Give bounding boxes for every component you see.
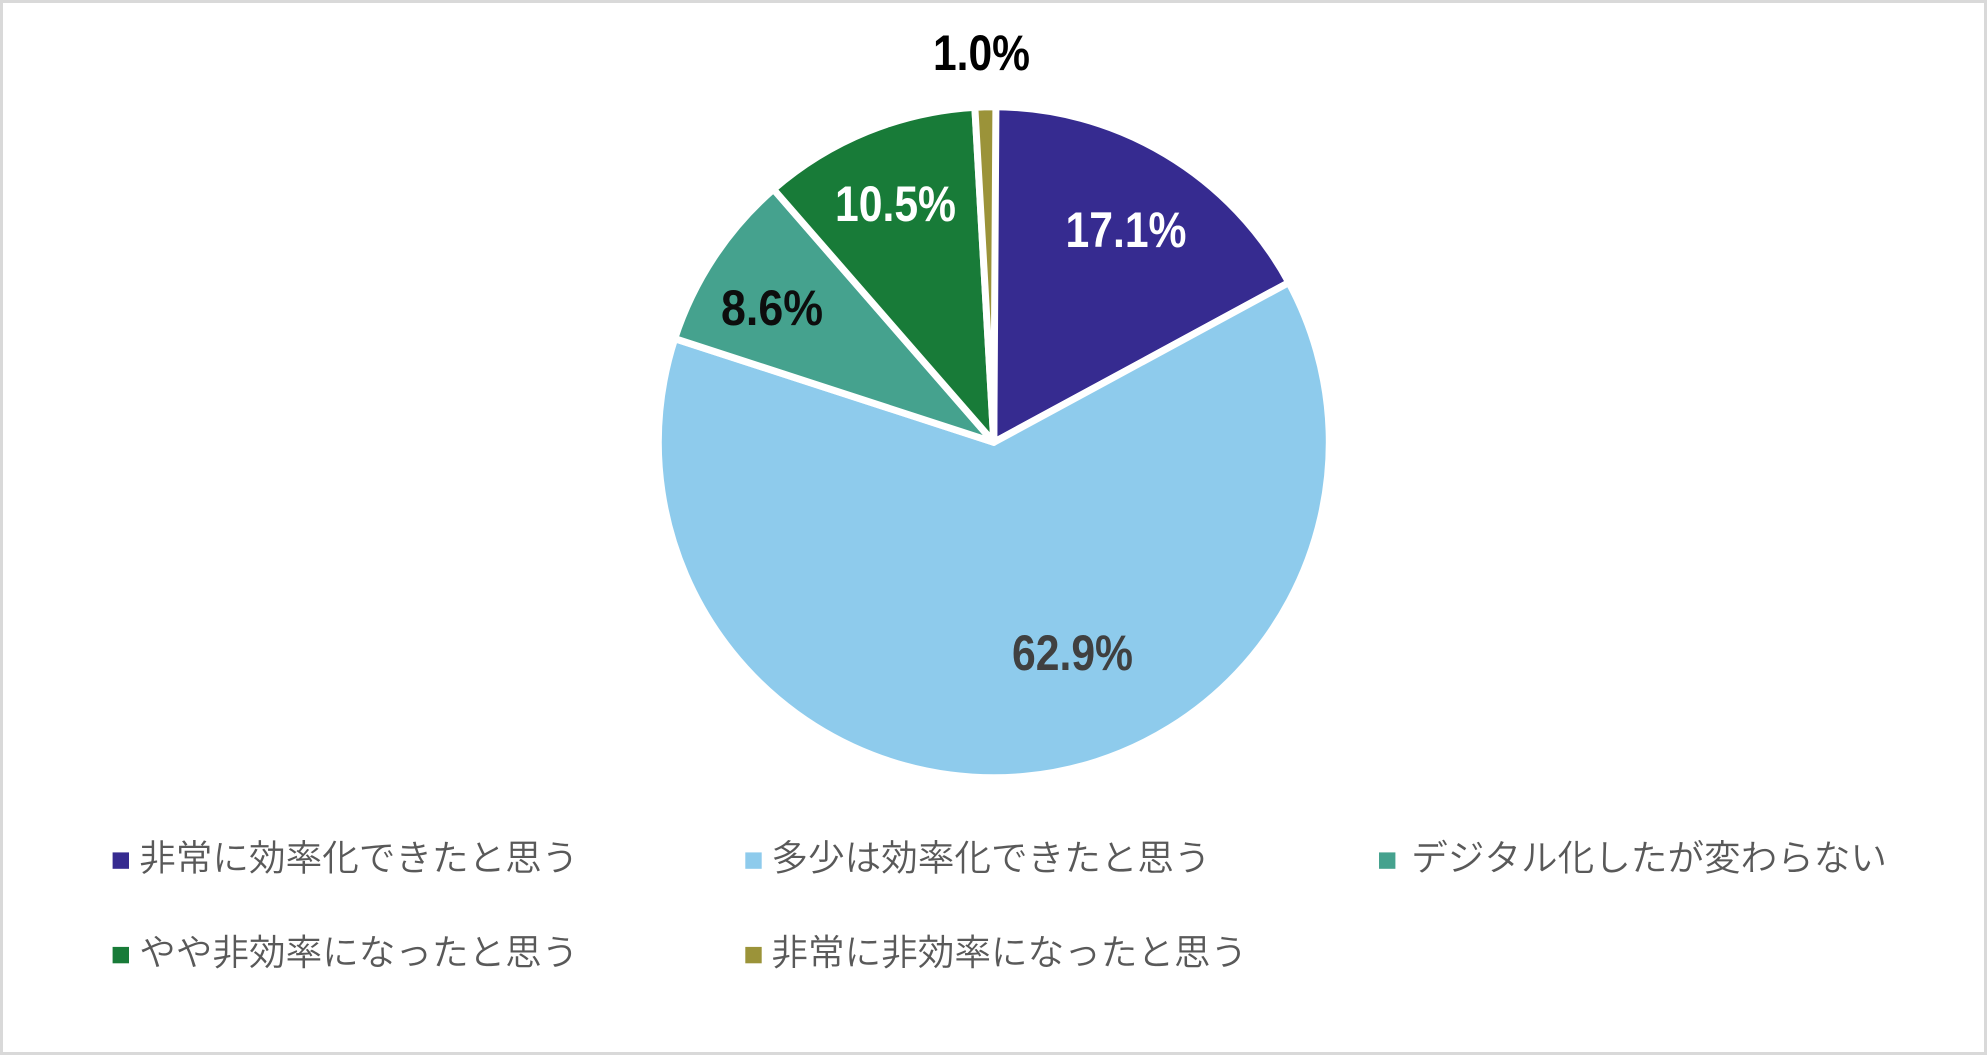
svg-text:10.5%: 10.5%	[835, 176, 956, 232]
svg-text:1.0%: 1.0%	[933, 25, 1030, 81]
svg-text:8.6%: 8.6%	[721, 280, 823, 336]
svg-text:17.1%: 17.1%	[1066, 202, 1187, 258]
svg-text:62.9%: 62.9%	[1012, 625, 1133, 681]
